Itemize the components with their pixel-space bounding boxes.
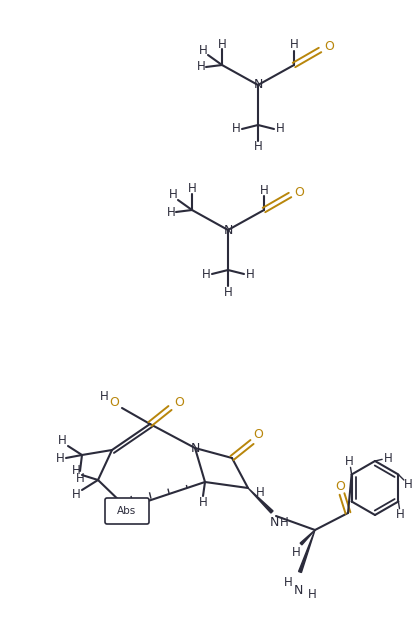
- Text: H: H: [384, 451, 392, 465]
- Text: N: N: [253, 78, 262, 92]
- Text: H: H: [404, 478, 413, 491]
- Text: H: H: [276, 123, 285, 135]
- Text: H: H: [188, 182, 196, 196]
- Text: H: H: [167, 205, 176, 218]
- Text: H: H: [280, 516, 288, 528]
- Text: H: H: [292, 546, 300, 559]
- Text: O: O: [294, 186, 304, 198]
- Text: N: N: [269, 516, 279, 528]
- FancyBboxPatch shape: [105, 498, 149, 524]
- Polygon shape: [299, 530, 315, 573]
- Text: H: H: [260, 184, 268, 196]
- Text: O: O: [174, 397, 184, 410]
- Text: N: N: [223, 223, 233, 236]
- Text: H: H: [245, 268, 254, 281]
- Text: H: H: [202, 268, 210, 281]
- Text: H: H: [76, 471, 84, 485]
- Text: H: H: [58, 433, 67, 446]
- Text: Abs: Abs: [117, 506, 136, 516]
- Text: H: H: [224, 286, 233, 299]
- Text: H: H: [345, 455, 354, 468]
- Text: H: H: [232, 123, 240, 135]
- Text: H: H: [198, 496, 207, 510]
- Text: H: H: [72, 487, 80, 501]
- Text: O: O: [253, 428, 263, 442]
- Text: O: O: [335, 480, 345, 492]
- Text: H: H: [254, 141, 262, 153]
- Text: N: N: [293, 584, 303, 596]
- Text: H: H: [396, 508, 405, 521]
- Text: O: O: [109, 397, 119, 410]
- Text: H: H: [197, 60, 206, 73]
- Text: O: O: [324, 40, 334, 53]
- Text: H: H: [168, 189, 177, 202]
- Text: H: H: [255, 485, 265, 498]
- Text: H: H: [198, 44, 207, 56]
- Text: H: H: [56, 451, 64, 465]
- Text: H: H: [290, 39, 298, 51]
- Text: N: N: [190, 442, 200, 455]
- Text: H: H: [284, 575, 292, 589]
- Polygon shape: [248, 488, 273, 513]
- Text: H: H: [99, 390, 109, 403]
- Polygon shape: [300, 530, 315, 545]
- Text: H: H: [72, 465, 80, 478]
- Text: H: H: [218, 37, 226, 51]
- Text: H: H: [307, 587, 317, 600]
